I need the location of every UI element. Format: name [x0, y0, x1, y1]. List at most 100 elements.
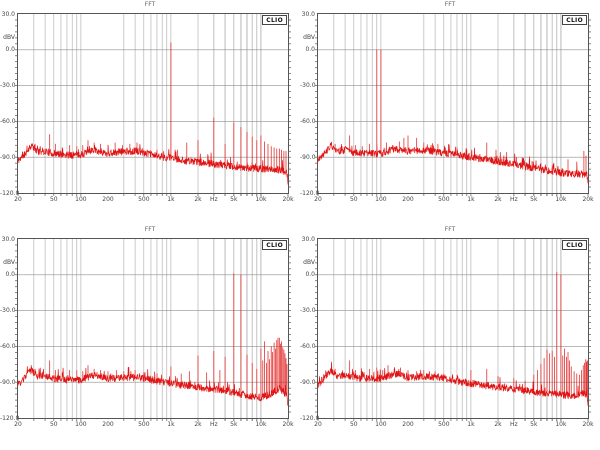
x-tick-label: 5k — [530, 421, 538, 428]
y-tick-label: -120.0 — [300, 189, 320, 197]
fft-plot-top-left: FFT CLIO dBV 30.0 0.0 -30.0 -60.0 -90.0 -120.… — [0, 0, 300, 225]
y-tick-label: 0.0 — [305, 46, 315, 54]
x-tick-label: 20 — [314, 421, 322, 428]
y-tick-label: 0.0 — [5, 46, 15, 54]
grid-lines — [318, 14, 588, 193]
x-tick-label: 500 — [438, 196, 450, 203]
x-tick-label: 20k — [282, 196, 294, 203]
x-tick-label: 200 — [402, 421, 414, 428]
y-tick-label: 30.0 — [1, 235, 15, 243]
plot-frame: CLIO — [315, 13, 591, 196]
x-tick-label: 2k — [494, 196, 502, 203]
grid-lines — [318, 239, 588, 418]
axis-ticks — [15, 244, 291, 421]
y-tick-label: -120.0 — [0, 189, 20, 197]
x-tick-label: 10k — [255, 196, 267, 203]
x-tick-label: 1k — [167, 196, 175, 203]
plot-frame: CLIO — [315, 238, 591, 421]
x-tick-label: 1k — [167, 421, 175, 428]
fft-trace — [17, 42, 289, 185]
x-tick-label: 500 — [438, 421, 450, 428]
x-tick-label: Hz — [210, 196, 218, 203]
axis-ticks — [315, 19, 591, 196]
y-tick-label: 30.0 — [301, 10, 315, 18]
y-tick-label: -120.0 — [300, 414, 320, 422]
fft-chart-svg — [315, 239, 591, 421]
y-tick-label: -60.0 — [0, 117, 16, 125]
y-tick-label: -30.0 — [300, 307, 316, 315]
clio-badge: CLIO — [262, 240, 287, 250]
fft-trace — [317, 272, 589, 407]
y-tick-label: -90.0 — [0, 378, 16, 386]
y-axis-unit-label: dBV — [3, 34, 15, 41]
grid-lines — [18, 239, 288, 418]
x-tick-label: Hz — [510, 196, 518, 203]
x-tick-label: 200 — [102, 421, 114, 428]
x-tick-label: 20k — [282, 421, 294, 428]
x-tick-label: 2k — [494, 421, 502, 428]
y-axis-unit-label: dBV — [303, 34, 315, 41]
x-tick-label: 20k — [582, 196, 594, 203]
x-tick-label: 5k — [530, 196, 538, 203]
y-tick-label: 30.0 — [1, 10, 15, 18]
fft-plot-bottom-right: FFT CLIO dBV 30.0 0.0 -30.0 -60.0 -90.0 -120.… — [300, 225, 600, 450]
x-tick-label: 200 — [402, 196, 414, 203]
x-tick-label: 20 — [14, 196, 22, 203]
y-tick-label: -60.0 — [300, 342, 316, 350]
y-tick-label: -60.0 — [300, 117, 316, 125]
plot-title: FFT — [144, 1, 156, 8]
y-tick-label: -60.0 — [0, 342, 16, 350]
y-tick-label: -90.0 — [300, 153, 316, 161]
x-tick-label: 10k — [255, 421, 267, 428]
y-axis-unit-label: dBV — [3, 259, 15, 266]
y-tick-label: -30.0 — [0, 307, 16, 315]
x-tick-label: 2k — [194, 421, 202, 428]
y-tick-label: -30.0 — [0, 82, 16, 90]
y-tick-label: -90.0 — [0, 153, 16, 161]
clio-badge: CLIO — [562, 15, 587, 25]
fft-trace — [17, 273, 289, 407]
x-tick-label: 100 — [375, 196, 387, 203]
fft-trace — [317, 49, 589, 184]
x-tick-label: 500 — [138, 421, 150, 428]
y-tick-label: 0.0 — [305, 271, 315, 279]
x-tick-label: 5k — [230, 196, 238, 203]
x-tick-label: 20k — [582, 421, 594, 428]
x-tick-label: 200 — [102, 196, 114, 203]
x-tick-label: 100 — [75, 421, 87, 428]
x-tick-label: 5k — [230, 421, 238, 428]
fft-chart-svg — [315, 14, 591, 196]
axis-ticks — [315, 244, 591, 421]
x-tick-label: 1k — [467, 421, 475, 428]
x-tick-label: 50 — [49, 421, 58, 428]
axis-ticks — [15, 19, 291, 196]
plot-frame: CLIO — [15, 13, 291, 196]
y-tick-label: -120.0 — [0, 414, 20, 422]
x-tick-label: 50 — [49, 196, 58, 203]
y-axis-unit-label: dBV — [303, 259, 315, 266]
y-tick-label: -30.0 — [300, 82, 316, 90]
x-tick-label: Hz — [510, 421, 518, 428]
plot-title: FFT — [444, 226, 456, 233]
clio-badge: CLIO — [262, 15, 287, 25]
x-tick-label: 1k — [467, 196, 475, 203]
x-tick-label: 50 — [349, 196, 358, 203]
x-tick-label: 20 — [314, 196, 322, 203]
y-tick-label: 30.0 — [301, 235, 315, 243]
x-tick-label: 500 — [138, 196, 150, 203]
plot-title: FFT — [144, 226, 156, 233]
fft-chart-svg — [15, 14, 291, 196]
y-tick-label: 0.0 — [5, 271, 15, 279]
fft-chart-svg — [15, 239, 291, 421]
x-tick-label: Hz — [210, 421, 218, 428]
clio-badge: CLIO — [562, 240, 587, 250]
x-tick-label: 2k — [194, 196, 202, 203]
x-tick-label: 10k — [555, 196, 567, 203]
fft-plot-bottom-left: FFT CLIO dBV 30.0 0.0 -30.0 -60.0 -90.0 -120.… — [0, 225, 300, 450]
plot-frame: CLIO — [15, 238, 291, 421]
x-tick-label: 100 — [75, 196, 87, 203]
x-tick-label: 100 — [375, 421, 387, 428]
fft-plot-top-right: FFT CLIO dBV 30.0 0.0 -30.0 -60.0 -90.0 -120.… — [300, 0, 600, 225]
x-tick-label: 20 — [14, 421, 22, 428]
